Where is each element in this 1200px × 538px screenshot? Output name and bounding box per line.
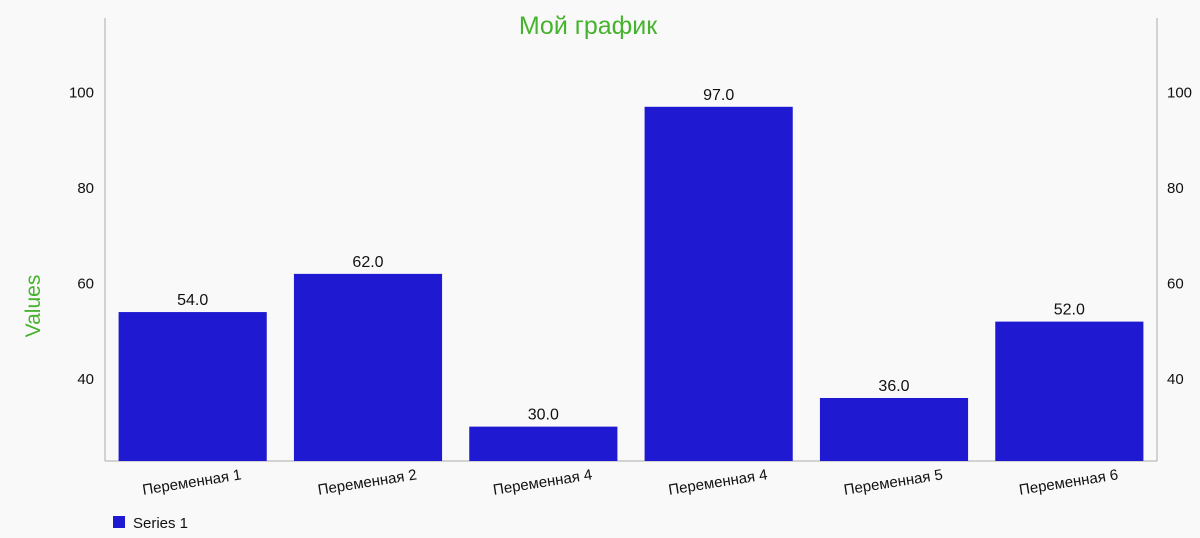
x-tick-label: Переменная 2: [317, 466, 418, 498]
x-tick-label: Переменная 5: [843, 466, 944, 498]
x-tick-label: Переменная 4: [667, 466, 768, 498]
x-tick-label: Переменная 1: [141, 466, 242, 498]
y-tick-label-right: 80: [1167, 180, 1184, 197]
right-y-tick-labels: 40 60 80 100: [1167, 84, 1192, 387]
y-tick-label-right: 40: [1167, 371, 1184, 388]
y-tick-label-left: 40: [77, 371, 94, 388]
y-tick-label-left: 80: [77, 180, 94, 197]
data-label: 54.0: [177, 292, 208, 309]
x-tick-label: Переменная 6: [1018, 466, 1119, 498]
data-label: 52.0: [1054, 302, 1085, 319]
legend-swatch: [113, 516, 125, 528]
bar: [819, 397, 969, 461]
legend-label: Series 1: [133, 515, 188, 532]
bar: [995, 321, 1144, 461]
data-label: 97.0: [703, 87, 734, 104]
x-tick-labels: Переменная 1 Переменная 2 Переменная 4 Пере…: [141, 466, 1119, 498]
bar: [293, 273, 443, 461]
y-axis-label: Values: [22, 275, 45, 338]
left-y-tick-labels: 40 60 80 100: [69, 84, 94, 387]
legend: Series 1: [113, 515, 188, 532]
x-tick-label: Переменная 4: [492, 466, 593, 498]
data-label: 30.0: [528, 407, 559, 424]
y-tick-label-left: 100: [69, 84, 94, 101]
bars: [118, 106, 1144, 461]
y-tick-label-left: 60: [77, 275, 94, 292]
y-tick-label-right: 100: [1167, 84, 1192, 101]
data-label: 36.0: [878, 378, 909, 395]
y-tick-label-right: 60: [1167, 275, 1184, 292]
bar: [644, 106, 793, 461]
bar: [118, 312, 267, 461]
bar: [469, 426, 618, 461]
chart-title: Мой график: [519, 12, 658, 40]
data-labels: 54.0 62.0 30.0 97.0 36.0 52.0: [177, 87, 1085, 424]
data-label: 62.0: [352, 254, 383, 271]
